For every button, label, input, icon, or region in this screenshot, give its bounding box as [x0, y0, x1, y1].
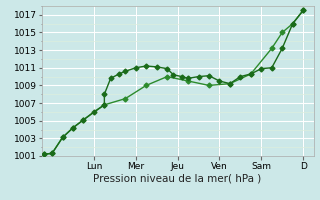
X-axis label: Pression niveau de la mer( hPa ): Pression niveau de la mer( hPa ) [93, 173, 262, 183]
